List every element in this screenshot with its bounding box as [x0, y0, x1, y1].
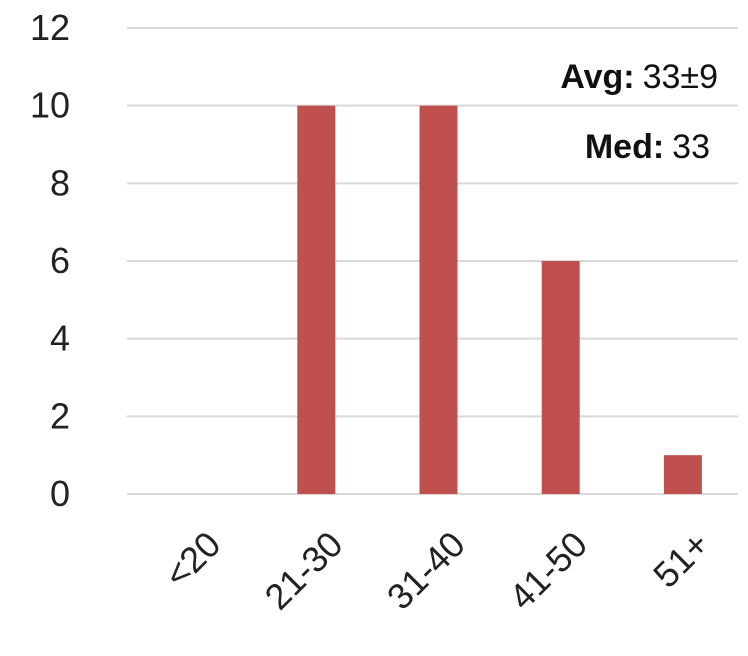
- bars: [297, 105, 702, 495]
- bar-51+: [663, 455, 702, 494]
- y-tick-label: 12: [30, 7, 70, 48]
- average-value: 33±9: [643, 58, 718, 96]
- y-axis-tick-labels: 0 2 4 6 8 10 12: [30, 7, 70, 514]
- average-annotation: Avg: 33±9: [560, 58, 718, 96]
- average-label: Avg:: [560, 58, 634, 96]
- y-tick-label: 6: [50, 240, 70, 281]
- x-axis-tick-labels: <20 21-30 31-40 41-50 51+: [156, 523, 717, 617]
- y-tick-label: 0: [50, 473, 70, 514]
- x-tick-label: 51+: [645, 523, 717, 595]
- y-tick-label: 2: [50, 395, 70, 436]
- median-value: 33: [672, 128, 710, 166]
- bar-31-40: [419, 105, 458, 495]
- median-annotation: Med: 33: [585, 128, 710, 166]
- y-tick-label: 10: [30, 85, 70, 126]
- x-tick-label: 41-50: [501, 523, 595, 617]
- x-tick-label: 21-30: [257, 523, 351, 617]
- median-label: Med:: [585, 128, 664, 166]
- x-tick-label: <20: [156, 523, 228, 595]
- y-tick-label: 4: [50, 318, 70, 359]
- bar-41-50: [541, 261, 580, 494]
- y-tick-label: 8: [50, 162, 70, 203]
- bar-21-30: [297, 105, 336, 495]
- x-tick-label: 31-40: [379, 523, 473, 617]
